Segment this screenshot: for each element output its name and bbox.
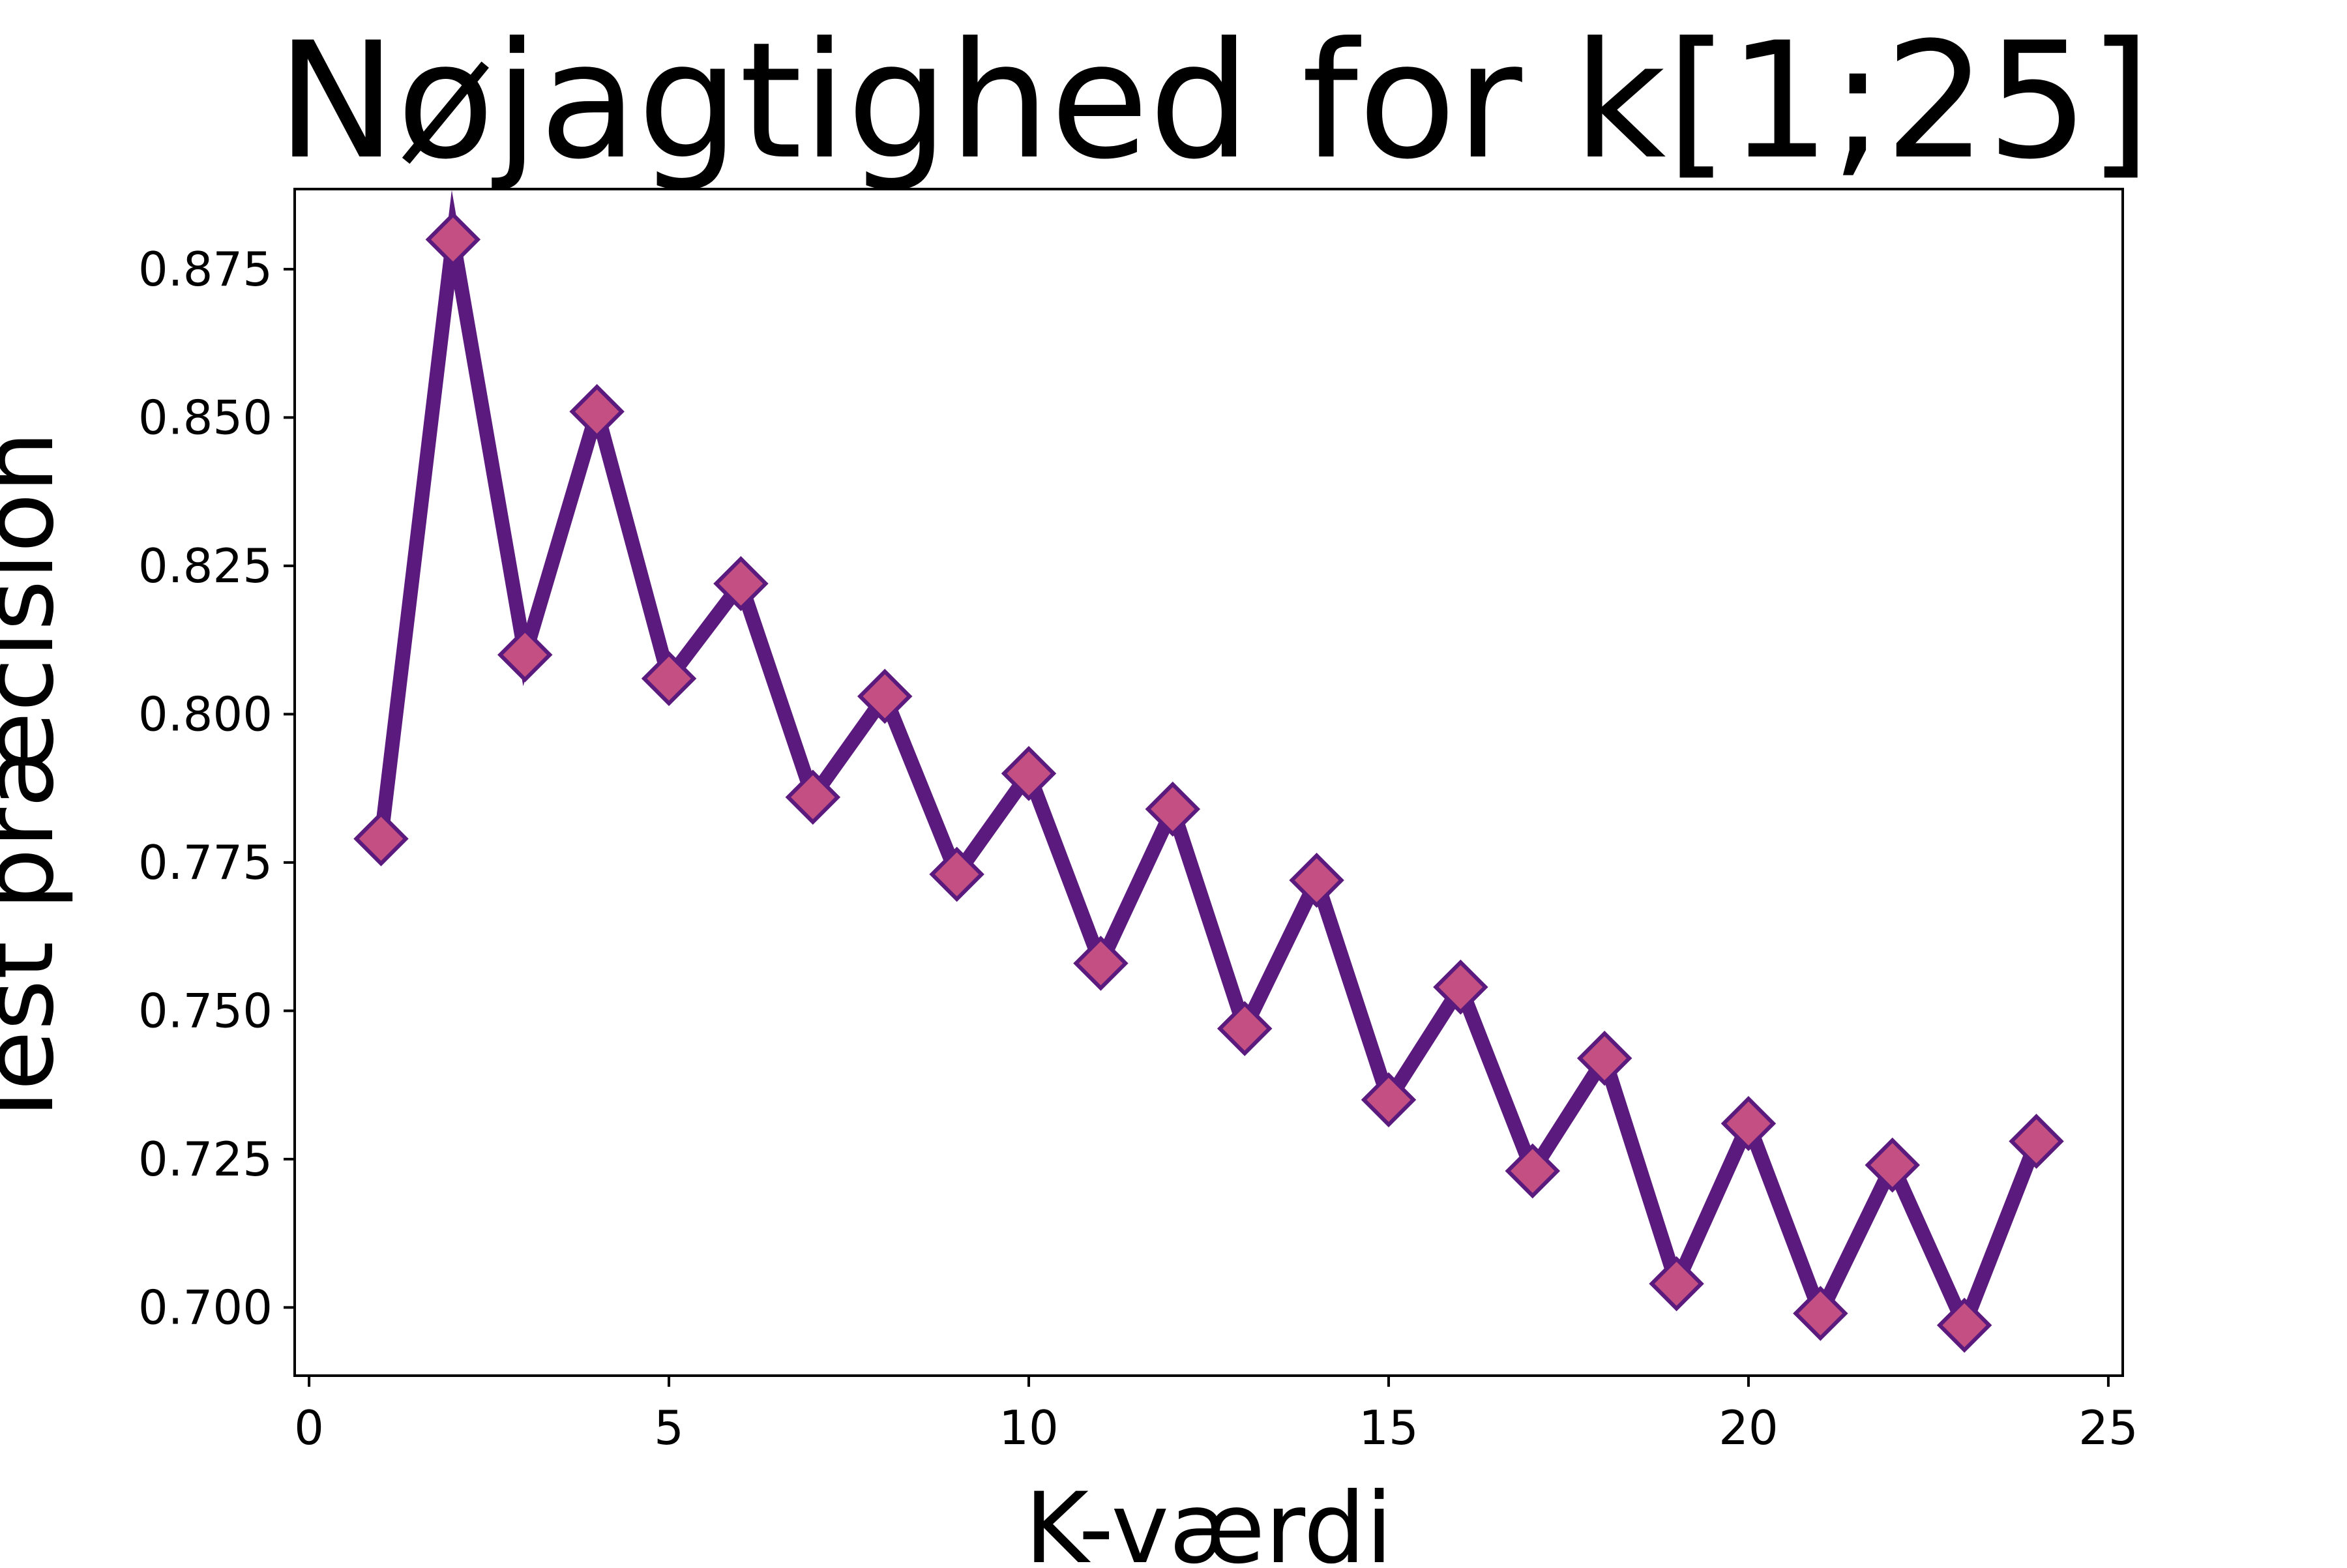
- data-point-marker: [1001, 746, 1057, 801]
- y-tick-label: 0.850: [138, 390, 273, 445]
- y-tick-label: 0.875: [138, 242, 273, 297]
- data-point-marker: [1505, 1143, 1561, 1199]
- y-axis-label: Test præcision: [0, 431, 76, 1134]
- x-axis-ticks: 0 5 10 15 20 25: [294, 1376, 2138, 1455]
- x-axis-label: K-værdi: [1025, 1472, 1393, 1565]
- data-point-marker: [713, 555, 769, 612]
- y-axis-ticks: 0.700 0.725 0.750 0.775 0.800 0.825 0.850 0.875: [138, 242, 295, 1335]
- data-point-marker: [1936, 1297, 1992, 1353]
- x-tick-label: 5: [654, 1400, 684, 1455]
- y-tick-label: 0.825: [138, 539, 273, 593]
- y-tick-label: 0.800: [138, 687, 273, 741]
- data-point-marker: [1145, 781, 1201, 837]
- x-tick-label: 0: [294, 1400, 324, 1455]
- y-tick-label: 0.725: [138, 1132, 273, 1187]
- y-tick-label: 0.750: [138, 983, 273, 1038]
- data-point-marker: [2009, 1114, 2064, 1169]
- x-tick-label: 10: [999, 1400, 1059, 1455]
- data-point-marker: [1361, 1072, 1417, 1128]
- data-point-marker: [1649, 1256, 1704, 1312]
- data-point-marker: [1433, 959, 1488, 1015]
- x-tick-label: 25: [2078, 1400, 2138, 1455]
- data-point-marker: [929, 846, 984, 902]
- data-point-marker: [785, 769, 841, 825]
- data-point-marker: [857, 668, 913, 724]
- data-point-marker: [1217, 1001, 1273, 1056]
- data-point-marker: [641, 651, 697, 706]
- data-point-marker: [425, 212, 481, 267]
- y-tick-label: 0.700: [138, 1280, 273, 1335]
- data-point-marker: [1289, 852, 1344, 908]
- data-point-marker: [1865, 1137, 1920, 1193]
- data-point-marker: [497, 627, 553, 683]
- data-point-marker: [569, 384, 625, 439]
- series-line: [374, 190, 2043, 1344]
- data-point-marker: [353, 811, 409, 866]
- chart-title: Nøjagtighed for k[1;25]: [276, 8, 2151, 195]
- series-group: [353, 190, 2064, 1353]
- data-point-marker: [1793, 1286, 1848, 1341]
- plot-frame: [293, 188, 2124, 1377]
- x-tick-label: 20: [1719, 1400, 1779, 1455]
- data-point-marker: [1576, 1030, 1632, 1086]
- data-point-marker: [1720, 1096, 1777, 1151]
- x-tick-label: 15: [1359, 1400, 1419, 1455]
- data-point-marker: [1073, 936, 1129, 991]
- y-tick-label: 0.775: [138, 835, 273, 890]
